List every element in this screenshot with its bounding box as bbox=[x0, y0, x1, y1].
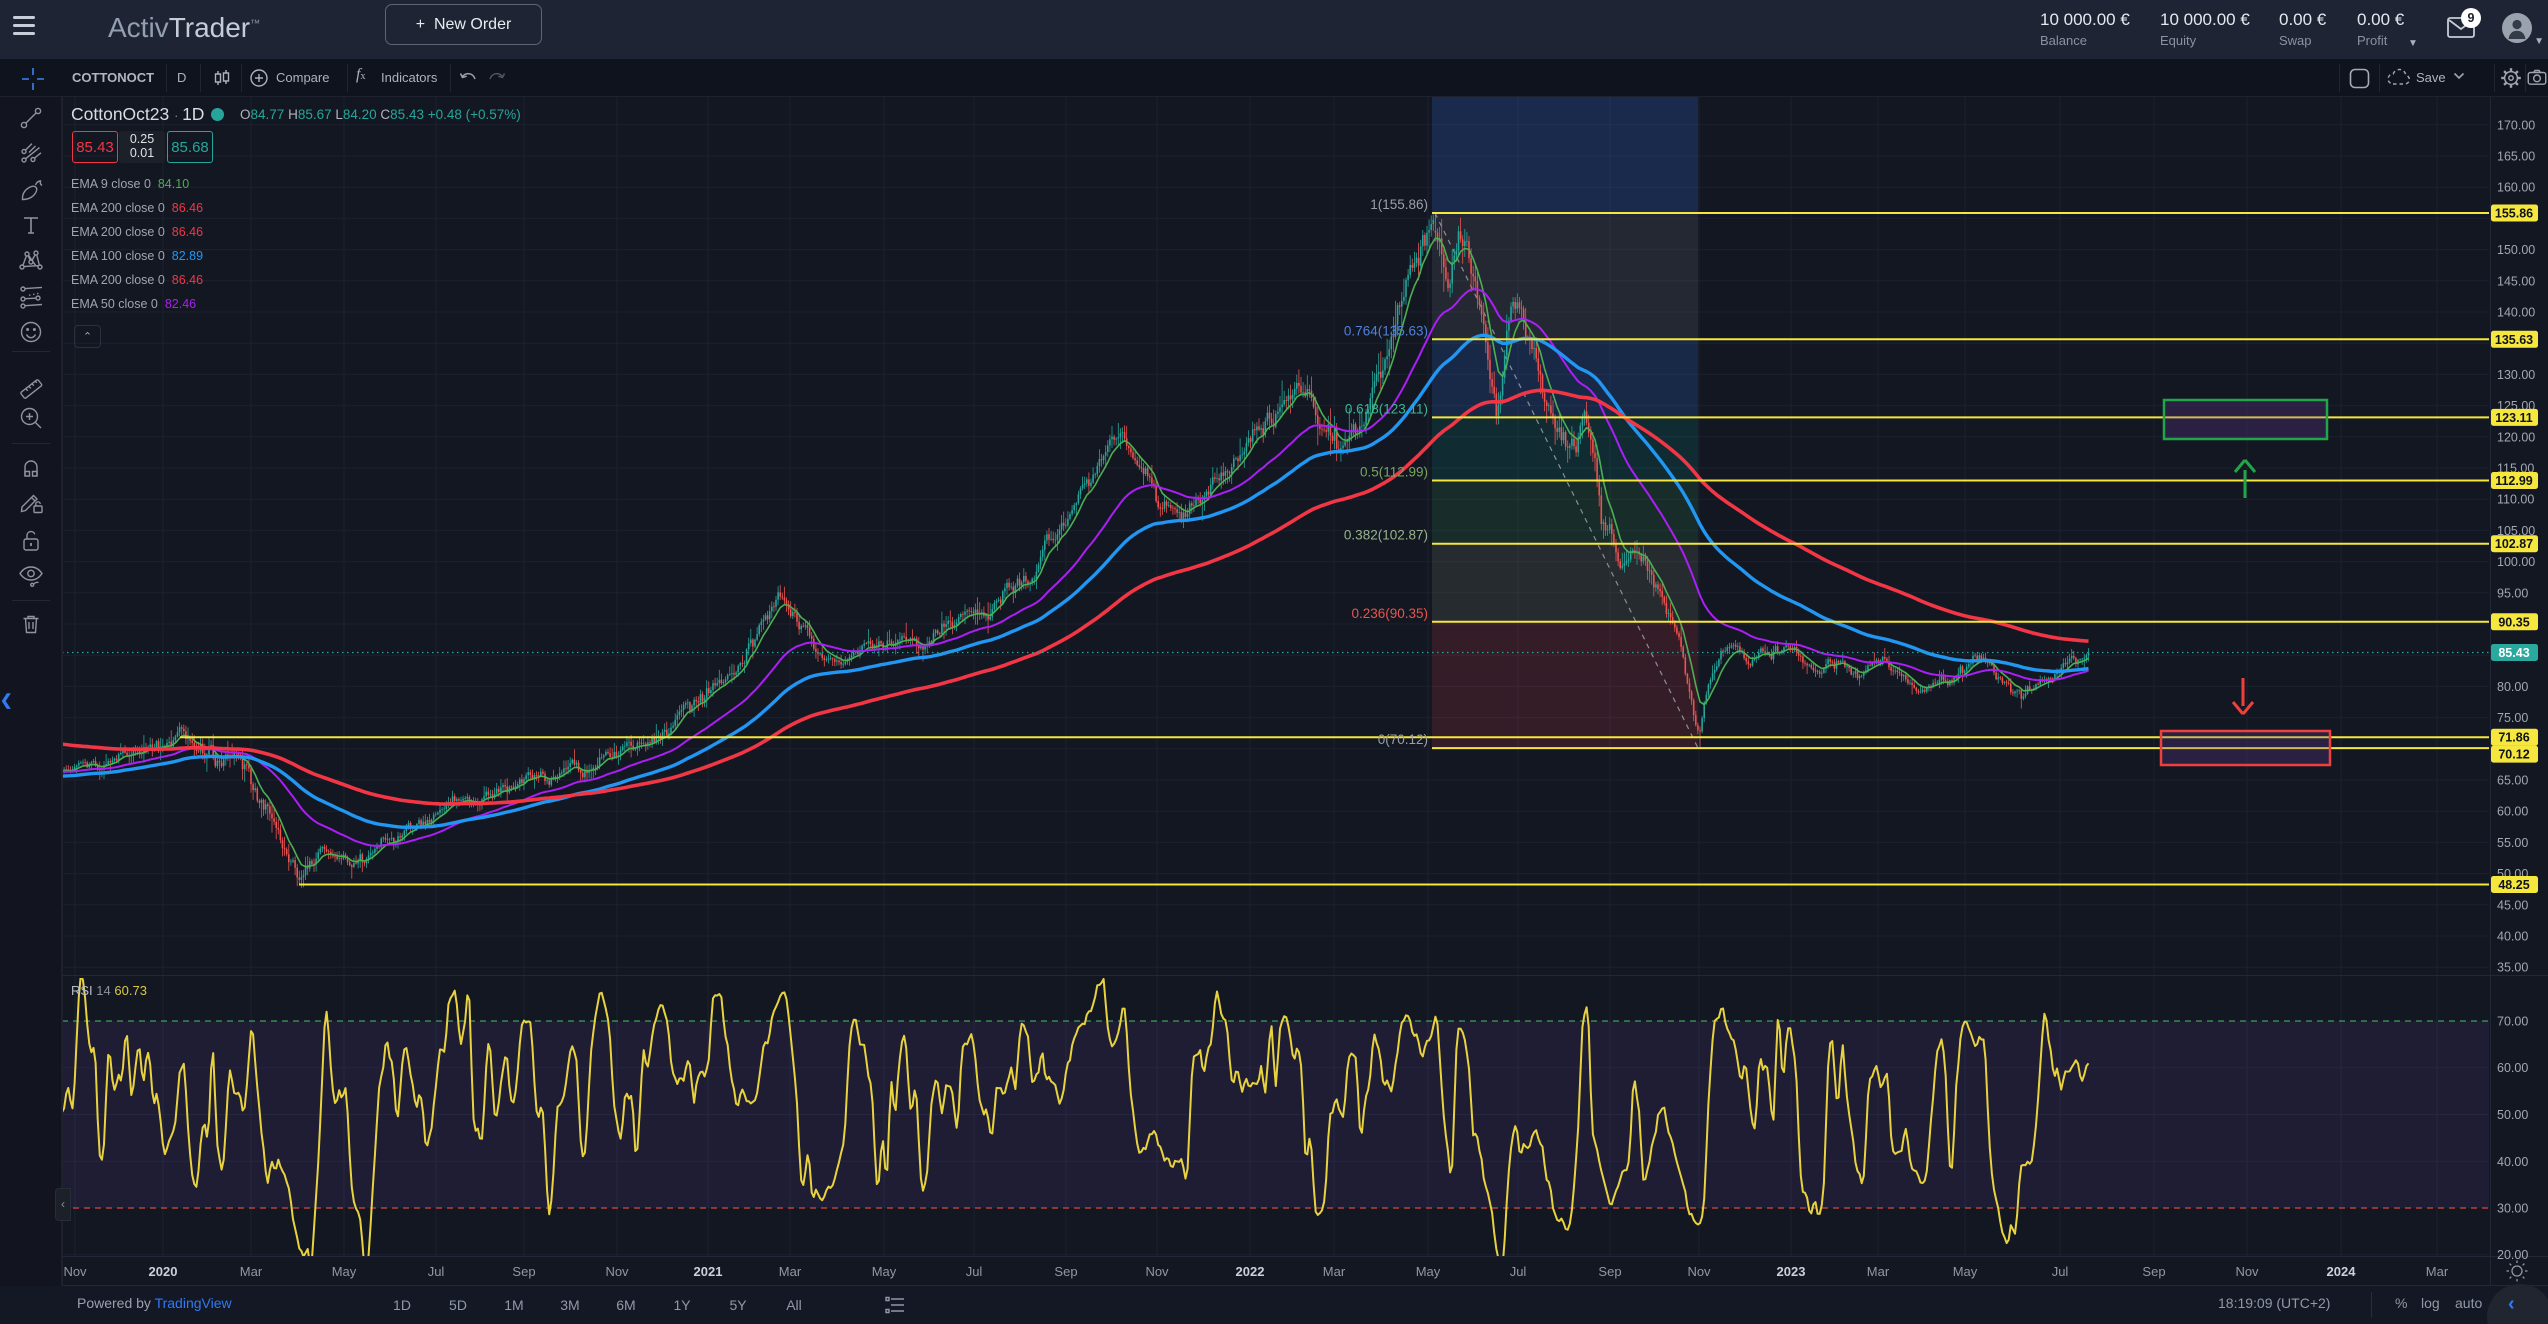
svg-text:2024: 2024 bbox=[2327, 1264, 2357, 1279]
svg-text:Mar: Mar bbox=[1323, 1264, 1346, 1279]
svg-text:0.764(135.63): 0.764(135.63) bbox=[1344, 323, 1428, 338]
svg-text:Mar: Mar bbox=[779, 1264, 802, 1279]
svg-text:60.00: 60.00 bbox=[2497, 1061, 2528, 1075]
svg-text:0.382(102.87): 0.382(102.87) bbox=[1344, 528, 1428, 543]
svg-text:Jul: Jul bbox=[1510, 1264, 1527, 1279]
svg-text:Nov: Nov bbox=[605, 1264, 629, 1279]
svg-text:102.87: 102.87 bbox=[2495, 537, 2533, 551]
svg-text:Mar: Mar bbox=[2426, 1264, 2449, 1279]
svg-text:Mar: Mar bbox=[1867, 1264, 1890, 1279]
svg-text:90.35: 90.35 bbox=[2498, 615, 2529, 629]
svg-text:1(155.86): 1(155.86) bbox=[1370, 197, 1428, 212]
svg-text:105.00: 105.00 bbox=[2497, 524, 2535, 538]
svg-text:85.43: 85.43 bbox=[2498, 646, 2529, 660]
svg-text:71.86: 71.86 bbox=[2498, 731, 2529, 745]
svg-text:70.12: 70.12 bbox=[2498, 748, 2529, 762]
svg-text:140.00: 140.00 bbox=[2497, 306, 2535, 320]
svg-text:55.00: 55.00 bbox=[2497, 836, 2528, 850]
svg-text:40.00: 40.00 bbox=[2497, 1155, 2528, 1169]
svg-text:135.63: 135.63 bbox=[2495, 333, 2533, 347]
svg-text:Mar: Mar bbox=[240, 1264, 263, 1279]
svg-text:Jul: Jul bbox=[428, 1264, 445, 1279]
svg-text:0.236(90.35): 0.236(90.35) bbox=[1351, 606, 1428, 621]
svg-text:20.00: 20.00 bbox=[2497, 1248, 2528, 1262]
svg-text:165.00: 165.00 bbox=[2497, 150, 2535, 164]
svg-text:Sep: Sep bbox=[1598, 1264, 1621, 1279]
svg-text:60.00: 60.00 bbox=[2497, 805, 2528, 819]
svg-text:Sep: Sep bbox=[2142, 1264, 2165, 1279]
svg-text:Jul: Jul bbox=[966, 1264, 983, 1279]
svg-text:150.00: 150.00 bbox=[2497, 243, 2535, 257]
svg-text:155.86: 155.86 bbox=[2495, 207, 2533, 221]
svg-text:70.00: 70.00 bbox=[2497, 1015, 2528, 1029]
svg-text:65.00: 65.00 bbox=[2497, 774, 2528, 788]
svg-text:160.00: 160.00 bbox=[2497, 181, 2535, 195]
svg-text:120.00: 120.00 bbox=[2497, 430, 2535, 444]
svg-text:2020: 2020 bbox=[149, 1264, 178, 1279]
svg-text:May: May bbox=[1416, 1264, 1441, 1279]
svg-text:Nov: Nov bbox=[1687, 1264, 1711, 1279]
svg-text:30.00: 30.00 bbox=[2497, 1202, 2528, 1216]
svg-text:Nov: Nov bbox=[1145, 1264, 1169, 1279]
svg-text:0.618(123.11): 0.618(123.11) bbox=[1345, 401, 1428, 416]
svg-text:0.5(112.99): 0.5(112.99) bbox=[1360, 465, 1428, 480]
svg-text:110.00: 110.00 bbox=[2497, 493, 2534, 507]
svg-text:100.00: 100.00 bbox=[2497, 555, 2535, 569]
svg-text:48.25: 48.25 bbox=[2498, 878, 2529, 892]
svg-text:May: May bbox=[1953, 1264, 1978, 1279]
svg-text:40.00: 40.00 bbox=[2497, 930, 2528, 944]
svg-text:0(70.12): 0(70.12) bbox=[1378, 732, 1428, 747]
svg-text:80.00: 80.00 bbox=[2497, 680, 2528, 694]
svg-text:2021: 2021 bbox=[694, 1264, 723, 1279]
svg-text:Sep: Sep bbox=[512, 1264, 535, 1279]
svg-text:95.00: 95.00 bbox=[2497, 586, 2528, 600]
svg-text:May: May bbox=[332, 1264, 357, 1279]
svg-text:50.00: 50.00 bbox=[2497, 1108, 2528, 1122]
svg-text:112.99: 112.99 bbox=[2495, 474, 2533, 488]
svg-text:Jul: Jul bbox=[2052, 1264, 2069, 1279]
svg-text:130.00: 130.00 bbox=[2497, 368, 2535, 382]
svg-text:2023: 2023 bbox=[1777, 1264, 1806, 1279]
svg-text:170.00: 170.00 bbox=[2497, 118, 2535, 132]
svg-text:145.00: 145.00 bbox=[2497, 274, 2535, 288]
svg-text:45.00: 45.00 bbox=[2497, 898, 2528, 912]
svg-text:Nov: Nov bbox=[2235, 1264, 2259, 1279]
svg-text:Sep: Sep bbox=[1054, 1264, 1077, 1279]
svg-text:123.11: 123.11 bbox=[2495, 411, 2533, 425]
svg-text:2022: 2022 bbox=[1236, 1264, 1265, 1279]
svg-text:75.00: 75.00 bbox=[2497, 711, 2528, 725]
svg-text:Nov: Nov bbox=[63, 1264, 87, 1279]
svg-text:35.00: 35.00 bbox=[2497, 961, 2528, 975]
svg-text:May: May bbox=[872, 1264, 897, 1279]
